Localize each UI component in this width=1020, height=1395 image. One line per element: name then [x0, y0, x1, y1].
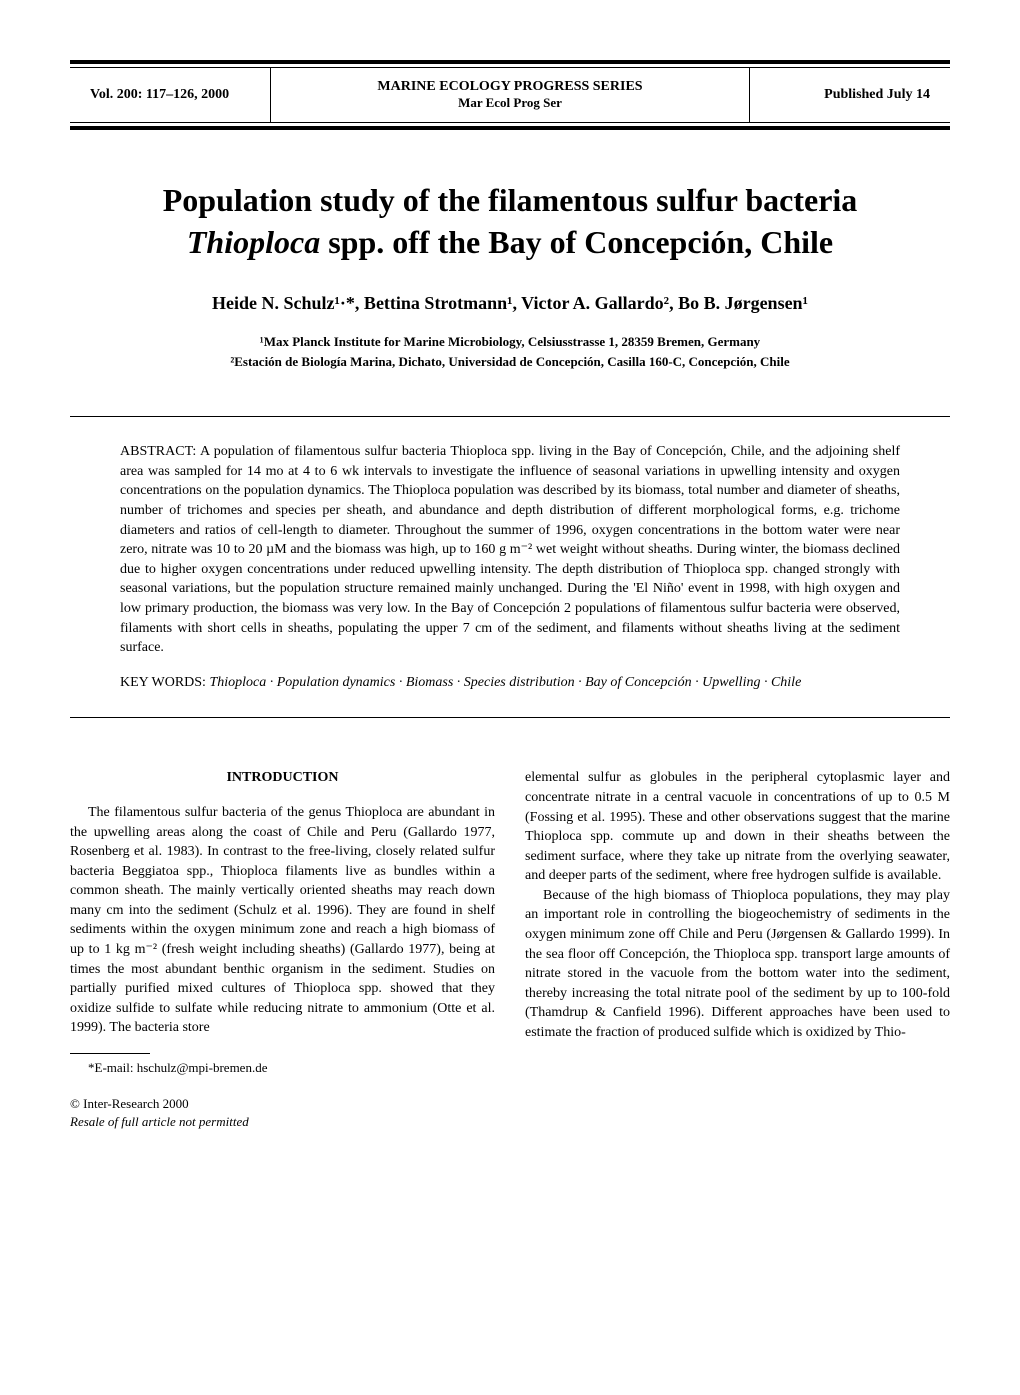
footnote-rule	[70, 1053, 150, 1054]
abstract-body: A population of filamentous sulfur bacte…	[120, 444, 900, 655]
intro-paragraph-2: Because of the high biomass of Thioploca…	[525, 886, 950, 1043]
journal-header: Vol. 200: 117–126, 2000 MARINE ECOLOGY P…	[70, 60, 950, 130]
abstract-text: ABSTRACT: A population of filamentous su…	[120, 442, 900, 658]
right-column: elemental sulfur as globules in the peri…	[525, 768, 950, 1131]
affiliations: ¹Max Planck Institute for Marine Microbi…	[70, 332, 950, 371]
keywords-label: KEY WORDS:	[120, 675, 209, 690]
affiliation-1: ¹Max Planck Institute for Marine Microbi…	[70, 332, 950, 352]
journal-series: MARINE ECOLOGY PROGRESS SERIES	[271, 79, 749, 95]
journal-abbrev: Mar Ecol Prog Ser	[271, 95, 749, 111]
corresponding-email: *E-mail: hschulz@mpi-bremen.de	[70, 1059, 495, 1077]
copyright-line: © Inter-Research 2000	[70, 1095, 495, 1113]
title-genus: Thioploca	[187, 224, 320, 260]
keywords: KEY WORDS: Thioploca · Population dynami…	[120, 673, 900, 693]
keywords-body: Thioploca · Population dynamics · Biomas…	[209, 675, 801, 690]
copyright-block: © Inter-Research 2000 Resale of full art…	[70, 1095, 495, 1131]
intro-continuation: elemental sulfur as globules in the peri…	[525, 768, 950, 886]
author-list: Heide N. Schulz¹·*, Bettina Strotmann¹, …	[70, 293, 950, 314]
publish-date: Published July 14	[750, 87, 950, 103]
header-row: Vol. 200: 117–126, 2000 MARINE ECOLOGY P…	[70, 67, 950, 123]
resale-notice: Resale of full article not permitted	[70, 1113, 495, 1131]
title-line1: Population study of the filamentous sulf…	[163, 182, 858, 218]
journal-title-block: MARINE ECOLOGY PROGRESS SERIES Mar Ecol …	[270, 68, 750, 122]
abstract-label: ABSTRACT:	[120, 444, 200, 459]
affiliation-2: ²Estación de Biología Marina, Dichato, U…	[70, 352, 950, 372]
volume-info: Vol. 200: 117–126, 2000	[70, 87, 270, 103]
body-columns: INTRODUCTION The filamentous sulfur bact…	[70, 768, 950, 1131]
intro-paragraph-1: The filamentous sulfur bacteria of the g…	[70, 803, 495, 1038]
left-column: INTRODUCTION The filamentous sulfur bact…	[70, 768, 495, 1131]
introduction-heading: INTRODUCTION	[70, 768, 495, 788]
abstract-section: ABSTRACT: A population of filamentous su…	[70, 416, 950, 718]
title-line2-rest: spp. off the Bay of Concepción, Chile	[320, 224, 833, 260]
article-title: Population study of the filamentous sulf…	[70, 180, 950, 263]
